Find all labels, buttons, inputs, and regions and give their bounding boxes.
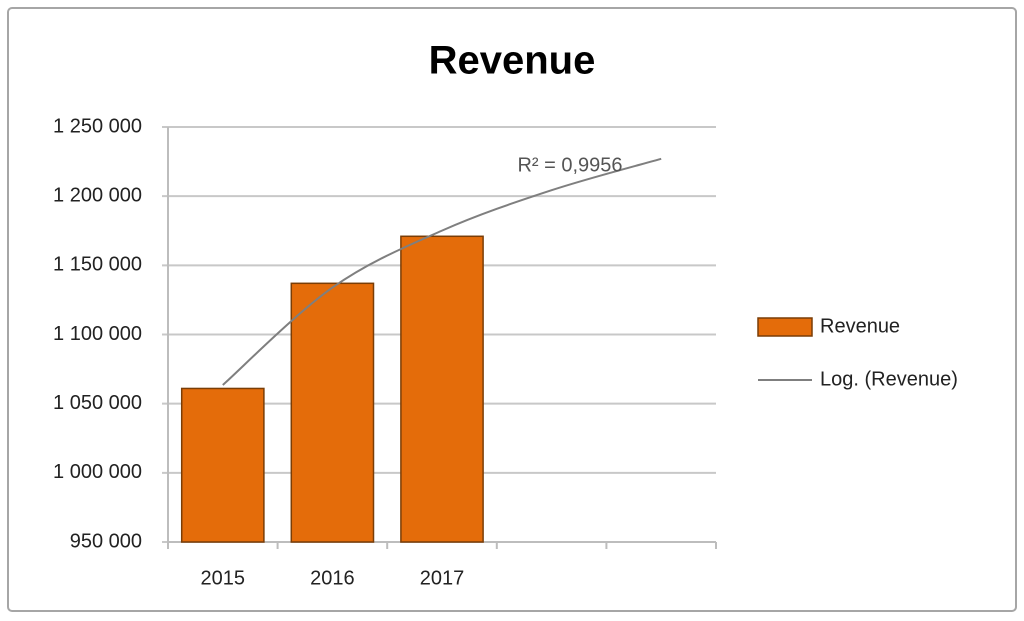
chart-title: Revenue	[429, 39, 596, 83]
y-tick-label: 1 100 000	[53, 323, 142, 345]
trend-line	[222, 157, 662, 386]
legend-label: Revenue	[820, 315, 900, 337]
bar	[400, 235, 484, 543]
y-tick-label: 1 250 000	[53, 115, 142, 137]
y-tick-label: 950 000	[70, 530, 142, 552]
x-tick-label: 2015	[201, 567, 246, 589]
annotation: R² = 0,9956	[517, 154, 622, 176]
x-tick-label: 2016	[310, 567, 355, 589]
chart-frame	[7, 7, 1017, 612]
y-tick-label: 1 150 000	[53, 254, 142, 276]
bar	[290, 282, 375, 543]
y-tick-label: 1 050 000	[53, 392, 142, 414]
legend-label: Log. (Revenue)	[820, 368, 958, 390]
y-tick-label: 1 000 000	[53, 461, 142, 483]
legend-swatch	[757, 317, 813, 337]
y-tick-label: 1 200 000	[53, 184, 142, 206]
bar	[180, 387, 265, 543]
x-tick-label: 2017	[420, 567, 465, 589]
